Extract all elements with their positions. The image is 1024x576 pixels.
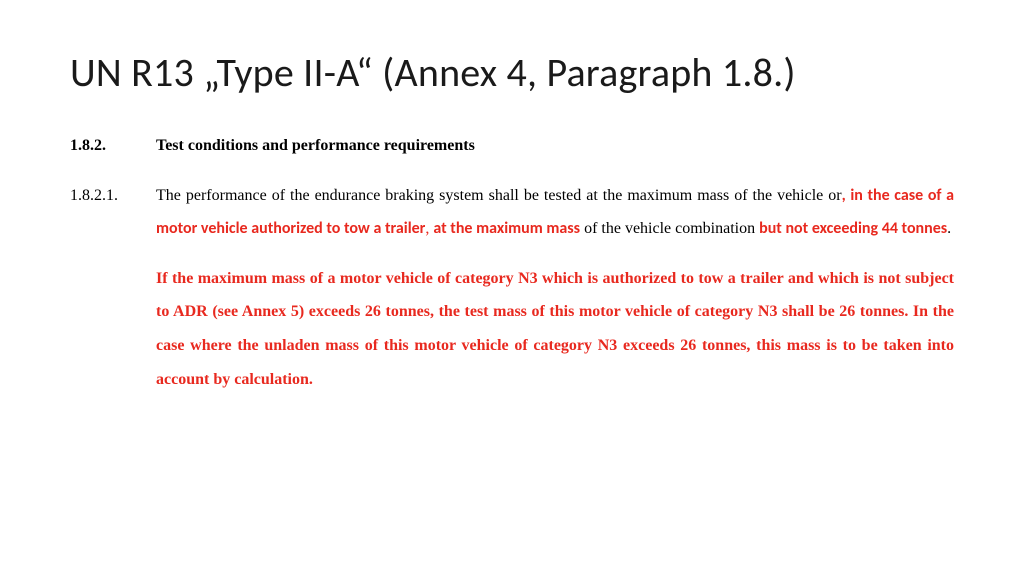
clause-row: 1.8.2.1. The performance of the enduranc… bbox=[70, 179, 954, 246]
page-title: UN R13 „Type II-A“ (Annex 4, Paragraph 1… bbox=[70, 48, 954, 97]
paragraph-2: If the maximum mass of a motor vehicle o… bbox=[156, 262, 954, 396]
section-heading-row: 1.8.2. Test conditions and performance r… bbox=[70, 129, 954, 163]
section-heading: Test conditions and performance requirem… bbox=[156, 129, 954, 163]
clause-text-6: but not exceeding 44 tonnes bbox=[759, 219, 947, 238]
clause-text-1: The performance of the endurance braking… bbox=[156, 187, 842, 204]
clause-text-4: at the maximum mass bbox=[433, 219, 580, 238]
clause-number: 1.8.2.1. bbox=[70, 179, 156, 246]
clause-text-7: . bbox=[947, 220, 951, 237]
section-number: 1.8.2. bbox=[70, 129, 156, 163]
clause-body: The performance of the endurance braking… bbox=[156, 179, 954, 246]
slide-container: UN R13 „Type II-A“ (Annex 4, Paragraph 1… bbox=[0, 0, 1024, 396]
clause-text-5: of the vehicle combination bbox=[580, 220, 759, 237]
